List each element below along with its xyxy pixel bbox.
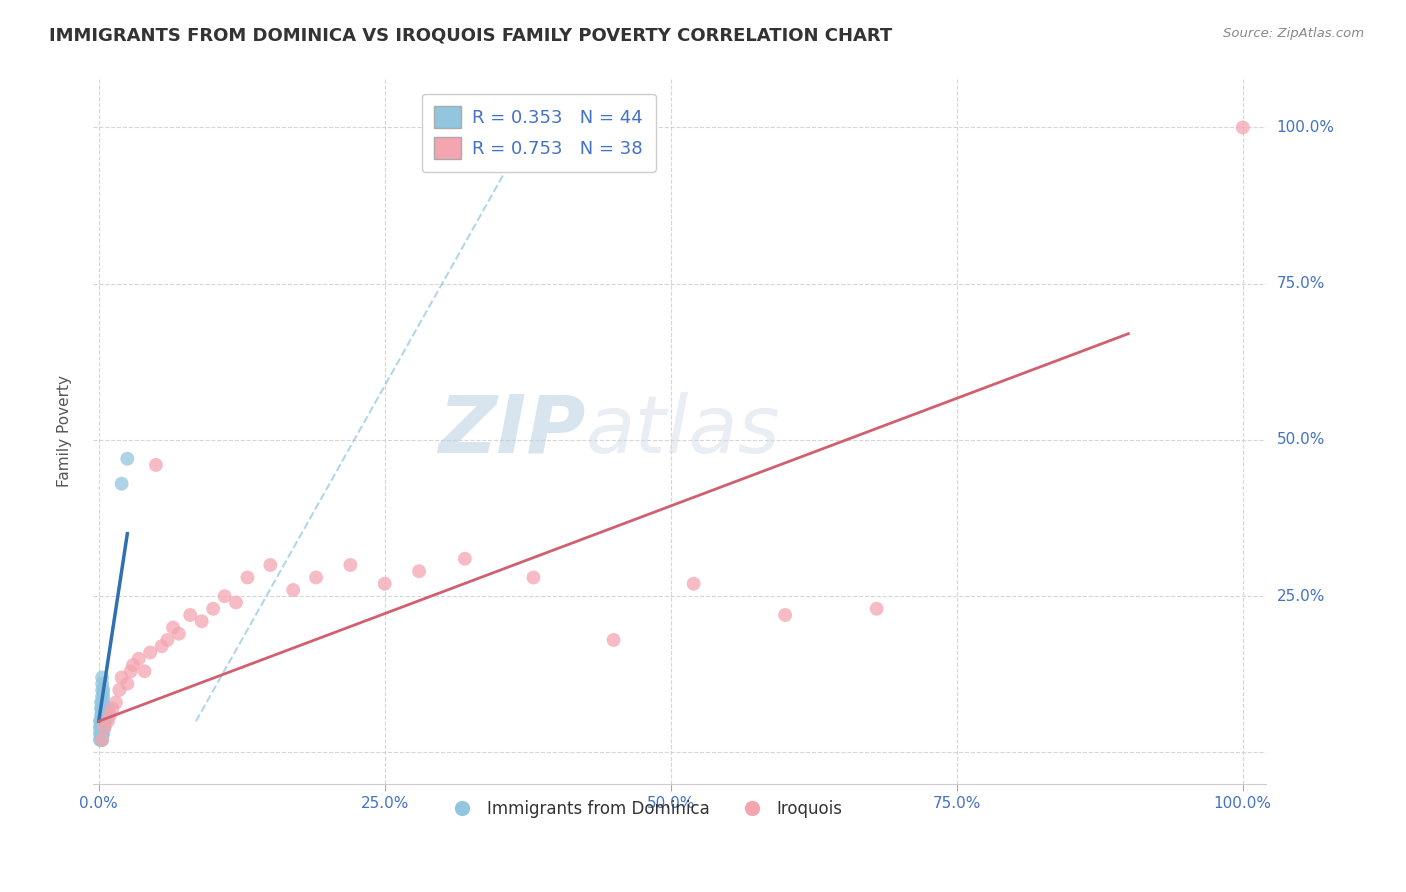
Point bbox=[96, 708, 118, 723]
Point bbox=[866, 601, 889, 615]
Point bbox=[156, 632, 179, 647]
Point bbox=[91, 690, 114, 704]
Point bbox=[94, 714, 117, 729]
Point bbox=[120, 664, 142, 678]
Point bbox=[89, 721, 111, 735]
Y-axis label: Family Poverty: Family Poverty bbox=[58, 375, 72, 487]
Point bbox=[110, 671, 132, 685]
Point bbox=[90, 696, 112, 710]
Point bbox=[98, 708, 121, 723]
Point bbox=[89, 714, 111, 729]
Point bbox=[93, 714, 115, 729]
Point bbox=[91, 721, 114, 735]
Point bbox=[91, 677, 114, 691]
Point bbox=[339, 558, 361, 572]
Point bbox=[90, 714, 112, 729]
Point bbox=[97, 702, 120, 716]
Point bbox=[454, 551, 477, 566]
Point bbox=[283, 582, 305, 597]
Point bbox=[91, 733, 114, 747]
Point bbox=[117, 451, 139, 466]
Point bbox=[91, 727, 114, 741]
Point bbox=[305, 570, 328, 584]
Point bbox=[91, 714, 114, 729]
Point bbox=[162, 620, 184, 634]
Point bbox=[90, 708, 112, 723]
Point bbox=[104, 696, 127, 710]
Point bbox=[90, 702, 112, 716]
Point bbox=[90, 727, 112, 741]
Point bbox=[179, 607, 201, 622]
Point bbox=[93, 721, 115, 735]
Point bbox=[93, 702, 115, 716]
Point bbox=[91, 727, 114, 741]
Text: atlas: atlas bbox=[585, 392, 780, 469]
Point bbox=[91, 721, 114, 735]
Point bbox=[1232, 120, 1254, 135]
Point bbox=[97, 714, 120, 729]
Point bbox=[128, 651, 150, 665]
Point bbox=[522, 570, 544, 584]
Point bbox=[90, 733, 112, 747]
Point bbox=[91, 683, 114, 698]
Point bbox=[236, 570, 259, 584]
Point bbox=[91, 708, 114, 723]
Text: IMMIGRANTS FROM DOMINICA VS IROQUOIS FAMILY POVERTY CORRELATION CHART: IMMIGRANTS FROM DOMINICA VS IROQUOIS FAM… bbox=[49, 27, 893, 45]
Point bbox=[101, 702, 124, 716]
Text: 25.0%: 25.0% bbox=[1277, 589, 1324, 604]
Point bbox=[91, 708, 114, 723]
Point bbox=[682, 576, 704, 591]
Point bbox=[89, 733, 111, 747]
Text: ZIP: ZIP bbox=[439, 392, 585, 469]
Point bbox=[139, 645, 162, 659]
Text: 50.0%: 50.0% bbox=[1277, 433, 1324, 448]
Point bbox=[108, 683, 131, 698]
Point bbox=[122, 657, 145, 672]
Point bbox=[93, 721, 115, 735]
Point bbox=[91, 702, 114, 716]
Point bbox=[773, 607, 796, 622]
Point bbox=[190, 614, 212, 628]
Point bbox=[145, 458, 167, 472]
Point bbox=[91, 702, 114, 716]
Point bbox=[91, 708, 114, 723]
Point bbox=[117, 677, 139, 691]
Point bbox=[134, 664, 156, 678]
Point bbox=[91, 733, 114, 747]
Point bbox=[167, 626, 190, 640]
Point bbox=[202, 601, 225, 615]
Point bbox=[602, 632, 624, 647]
Point bbox=[91, 702, 114, 716]
Point bbox=[91, 696, 114, 710]
Point bbox=[374, 576, 396, 591]
Text: 100.0%: 100.0% bbox=[1277, 120, 1334, 135]
Point bbox=[91, 714, 114, 729]
Point bbox=[91, 683, 114, 698]
Text: Source: ZipAtlas.com: Source: ZipAtlas.com bbox=[1223, 27, 1364, 40]
Point bbox=[90, 721, 112, 735]
Point bbox=[110, 476, 132, 491]
Point bbox=[91, 671, 114, 685]
Point bbox=[408, 564, 430, 578]
Point bbox=[150, 639, 173, 653]
Point bbox=[91, 727, 114, 741]
Point bbox=[91, 714, 114, 729]
Legend: Immigrants from Dominica, Iroquois: Immigrants from Dominica, Iroquois bbox=[439, 794, 849, 825]
Point bbox=[93, 708, 115, 723]
Point bbox=[259, 558, 281, 572]
Point bbox=[91, 696, 114, 710]
Point bbox=[91, 690, 114, 704]
Point bbox=[89, 727, 111, 741]
Point bbox=[91, 721, 114, 735]
Point bbox=[214, 589, 236, 603]
Text: 75.0%: 75.0% bbox=[1277, 277, 1324, 291]
Point bbox=[225, 595, 247, 609]
